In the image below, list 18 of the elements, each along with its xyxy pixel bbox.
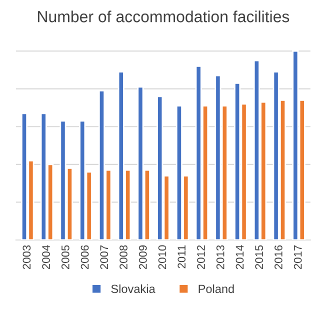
x-tick-label: 2004 — [42, 245, 50, 270]
x-tick-label: 2013 — [216, 245, 224, 270]
x-tick-label: 2016 — [274, 245, 282, 270]
x-tick-label: 2011 — [178, 245, 186, 268]
chart-title: Number of accommodation facilities — [38, 10, 290, 22]
x-tick-label: 2017 — [294, 245, 302, 270]
x-tick-label: 2014 — [236, 245, 244, 270]
legend-label: Slovakia — [111, 284, 156, 294]
x-tick-label: 2007 — [100, 245, 108, 270]
x-tick-label: 2009 — [138, 245, 147, 270]
x-tick-label: 2005 — [61, 245, 70, 270]
x-tick-label: 2012 — [197, 245, 205, 270]
x-tick-label: 2003 — [22, 245, 31, 270]
x-tick-label: 2010 — [158, 245, 166, 270]
x-tick-label: 2008 — [120, 245, 128, 270]
x-tick-label: 2015 — [255, 245, 264, 270]
x-tick-label: 2006 — [80, 245, 89, 270]
legend-label: Poland — [198, 284, 234, 294]
